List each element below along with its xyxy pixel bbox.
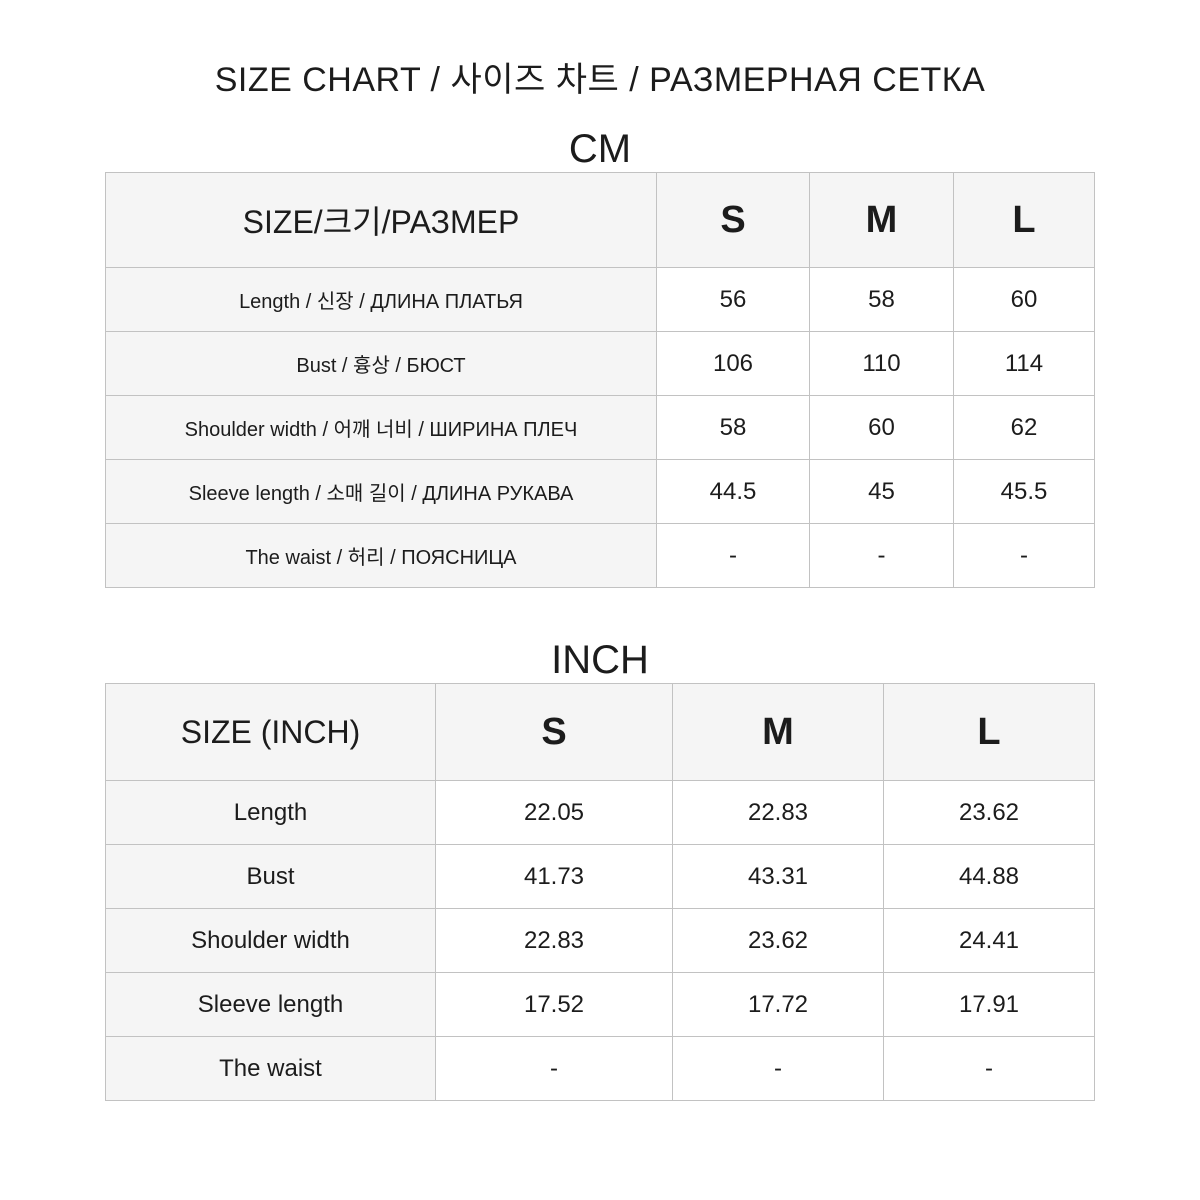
cell-value: 22.83 xyxy=(672,780,884,845)
inch-row-the-waist: The waist - - - xyxy=(105,1036,1095,1101)
row-label: Bust xyxy=(105,844,436,909)
row-label: The waist xyxy=(105,1036,436,1101)
cm-row-the-waist: The waist / 허리 / ПОЯСНИЦА - - - xyxy=(105,523,1095,588)
inch-size-table: SIZE (INCH) S M L Length 22.05 22.83 23.… xyxy=(105,683,1095,1101)
cell-value: 106 xyxy=(656,331,810,396)
cell-value: 60 xyxy=(809,395,954,460)
cell-value: 41.73 xyxy=(435,844,673,909)
cell-value: 45.5 xyxy=(953,459,1095,524)
cm-size-col-s: S xyxy=(656,172,810,268)
cell-value: - xyxy=(435,1036,673,1101)
inch-row-length: Length 22.05 22.83 23.62 xyxy=(105,780,1095,845)
cell-value: 17.52 xyxy=(435,972,673,1037)
row-label: Shoulder width / 어깨 너비 / ШИРИНА ПЛЕЧ xyxy=(105,395,657,460)
cell-value: 114 xyxy=(953,331,1095,396)
inch-row-shoulder-width: Shoulder width 22.83 23.62 24.41 xyxy=(105,908,1095,973)
cell-value: 22.05 xyxy=(435,780,673,845)
inch-section-heading: INCH xyxy=(551,638,649,682)
inch-table-header-row: SIZE (INCH) S M L xyxy=(105,683,1095,781)
cm-size-table: SIZE/크기/РАЗМЕР S M L Length / 신장 / ДЛИНА… xyxy=(105,172,1095,588)
cm-row-bust: Bust / 흉상 / БЮСТ 106 110 114 xyxy=(105,331,1095,396)
cm-header-label: SIZE/크기/РАЗМЕР xyxy=(105,172,657,268)
cell-value: - xyxy=(883,1036,1095,1101)
cell-value: 45 xyxy=(809,459,954,524)
cell-value: - xyxy=(809,523,954,588)
cell-value: 23.62 xyxy=(672,908,884,973)
cm-row-shoulder-width: Shoulder width / 어깨 너비 / ШИРИНА ПЛЕЧ 58 … xyxy=(105,395,1095,460)
cell-value: 17.91 xyxy=(883,972,1095,1037)
cell-value: 56 xyxy=(656,267,810,332)
cell-value: 24.41 xyxy=(883,908,1095,973)
row-label: Sleeve length xyxy=(105,972,436,1037)
cell-value: 58 xyxy=(809,267,954,332)
inch-row-sleeve-length: Sleeve length 17.52 17.72 17.91 xyxy=(105,972,1095,1037)
cell-value: - xyxy=(953,523,1095,588)
cm-section-heading: CM xyxy=(568,127,632,171)
inch-size-col-l: L xyxy=(883,683,1095,781)
cell-value: 60 xyxy=(953,267,1095,332)
cell-value: 58 xyxy=(656,395,810,460)
row-label: The waist / 허리 / ПОЯСНИЦА xyxy=(105,523,657,588)
cell-value: 62 xyxy=(953,395,1095,460)
row-label: Length / 신장 / ДЛИНА ПЛАТЬЯ xyxy=(105,267,657,332)
cell-value: 22.83 xyxy=(435,908,673,973)
row-label: Shoulder width xyxy=(105,908,436,973)
cell-value: 44.5 xyxy=(656,459,810,524)
cell-value: 110 xyxy=(809,331,954,396)
cm-row-length: Length / 신장 / ДЛИНА ПЛАТЬЯ 56 58 60 xyxy=(105,267,1095,332)
cell-value: - xyxy=(656,523,810,588)
inch-row-bust: Bust 41.73 43.31 44.88 xyxy=(105,844,1095,909)
cell-value: 43.31 xyxy=(672,844,884,909)
cm-size-col-l: L xyxy=(953,172,1095,268)
cm-table-header-row: SIZE/크기/РАЗМЕР S M L xyxy=(105,172,1095,268)
cell-value: 44.88 xyxy=(883,844,1095,909)
cm-row-sleeve-length: Sleeve length / 소매 길이 / ДЛИНА РУКАВА 44.… xyxy=(105,459,1095,524)
cm-size-col-m: M xyxy=(809,172,954,268)
inch-size-col-s: S xyxy=(435,683,673,781)
page-title: SIZE CHART / 사이즈 차트 / РАЗМЕРНАЯ СЕТКА xyxy=(214,61,986,99)
row-label: Bust / 흉상 / БЮСТ xyxy=(105,331,657,396)
inch-header-label: SIZE (INCH) xyxy=(105,683,436,781)
cell-value: - xyxy=(672,1036,884,1101)
row-label: Sleeve length / 소매 길이 / ДЛИНА РУКАВА xyxy=(105,459,657,524)
row-label: Length xyxy=(105,780,436,845)
cell-value: 17.72 xyxy=(672,972,884,1037)
cell-value: 23.62 xyxy=(883,780,1095,845)
inch-size-col-m: M xyxy=(672,683,884,781)
